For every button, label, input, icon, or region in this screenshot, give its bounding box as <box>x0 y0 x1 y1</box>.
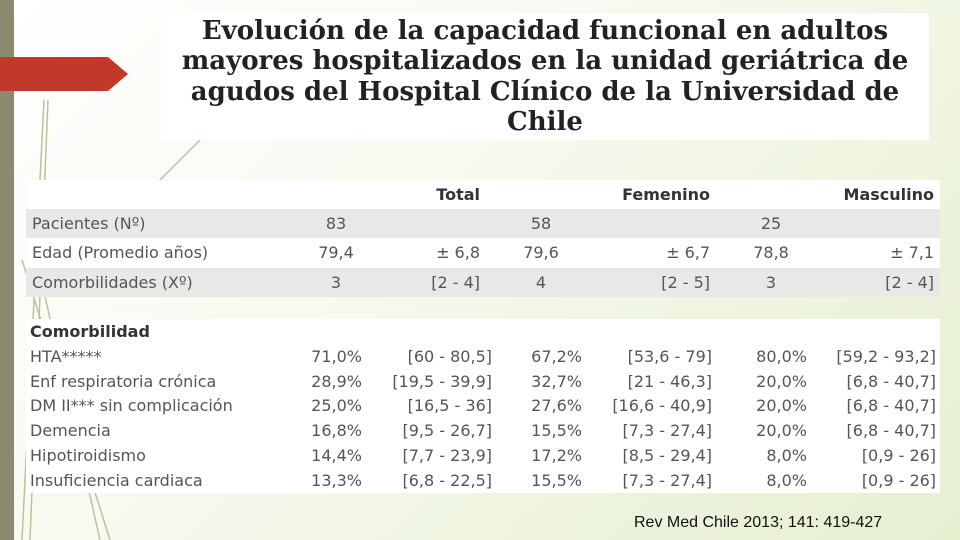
table-row: Demencia 16,8% [9,5 - 26,7] 15,5% [7,3 -… <box>26 418 940 443</box>
cell-interval: [8,5 - 29,4] <box>622 446 713 466</box>
cell-interval: [9,5 - 26,7] <box>402 421 493 441</box>
cell-interval: [0,9 - 26] <box>861 471 937 491</box>
cell-value: 79,6 <box>523 243 559 263</box>
cell-dispersion: [2 - 4] <box>885 272 935 292</box>
cell-interval: [6,8 - 40,7] <box>846 371 937 391</box>
cell-value: 4 <box>535 272 547 292</box>
row-label: Demencia <box>30 421 111 441</box>
citation: Rev Med Chile 2013; 141: 419-427 <box>634 514 883 531</box>
cell-percent: 16,8% <box>311 421 362 441</box>
header-empty <box>26 180 306 209</box>
row-label: Enf respiratoria crónica <box>30 371 217 391</box>
table-row: Comorbilidades (Xº) 3 [2 - 4] 4 [2 - 5] … <box>26 267 941 297</box>
cell-percent: 20,0% <box>756 421 807 441</box>
table-row: Insuficiencia cardiaca 13,3% [6,8 - 22,5… <box>26 468 940 493</box>
cell-value: 3 <box>765 272 777 292</box>
cell-dispersion: ± 6,8 <box>436 243 480 263</box>
summary-table: Total Femenino Masculino Pacientes (Nº) … <box>26 180 941 297</box>
cell-percent: 20,0% <box>756 371 807 391</box>
cell-interval: [0,9 - 26] <box>861 446 937 466</box>
header-masculino: Masculino <box>843 185 935 204</box>
table-row: HTA***** 71,0% [60 - 80,5] 67,2% [53,6 -… <box>26 344 940 369</box>
cell-percent: 15,5% <box>531 421 582 441</box>
row-label: DM II*** sin complicación <box>30 396 233 416</box>
cell-percent: 13,3% <box>311 471 362 491</box>
row-label: Insuficiencia cardiaca <box>30 471 203 491</box>
row-label: Pacientes (Nº) <box>32 214 146 234</box>
cell-interval: [59,2 - 93,2] <box>836 346 937 366</box>
cell-interval: [7,7 - 23,9] <box>402 446 493 466</box>
cell-value: 79,4 <box>318 243 354 263</box>
red-arrow-shape <box>0 57 128 91</box>
cell-interval: [6,8 - 40,7] <box>846 421 937 441</box>
cell-value: 58 <box>530 214 552 234</box>
cell-interval: [53,6 - 79] <box>627 346 712 366</box>
cell-interval: [7,3 - 27,4] <box>622 421 713 441</box>
cell-dispersion: [2 - 4] <box>431 272 480 292</box>
cell-interval: [7,3 - 27,4] <box>622 471 713 491</box>
cell-dispersion <box>366 209 486 238</box>
cell-interval: [6,8 - 22,5] <box>402 471 493 491</box>
cell-percent: 27,6% <box>531 396 582 416</box>
cell-dispersion <box>826 209 940 238</box>
row-label: Edad (Promedio años) <box>32 243 209 263</box>
table-row: DM II*** sin complicación 25,0% [16,5 - … <box>26 394 940 419</box>
table-row: Pacientes (Nº) 83 58 25 <box>26 209 941 239</box>
cell-percent: 80,0% <box>756 346 807 366</box>
cell-percent: 67,2% <box>531 346 582 366</box>
table-row: Hipotiroidismo 14,4% [7,7 - 23,9] 17,2% … <box>26 443 940 468</box>
cell-dispersion: ± 6,7 <box>666 243 711 263</box>
section-header-row: Comorbilidad <box>26 319 940 344</box>
cell-dispersion: [2 - 5] <box>661 272 711 292</box>
left-sidebar-bar <box>0 0 14 540</box>
cell-interval: [6,8 - 40,7] <box>846 396 937 416</box>
cell-value: 78,8 <box>753 243 789 263</box>
row-label: HTA***** <box>30 346 102 366</box>
cell-percent: 8,0% <box>766 471 807 491</box>
comorbidity-table: Comorbilidad HTA***** 71,0% [60 - 80,5] … <box>26 319 941 493</box>
cell-percent: 71,0% <box>311 346 362 366</box>
slide-title: Evolución de la capacidad funcional en a… <box>181 15 909 138</box>
cell-percent: 17,2% <box>531 446 582 466</box>
row-label: Hipotiroidismo <box>30 446 146 466</box>
cell-percent: 8,0% <box>766 446 807 466</box>
section-title: Comorbilidad <box>30 321 150 341</box>
cell-interval: [16,5 - 36] <box>407 396 492 416</box>
cell-value: 83 <box>325 214 347 234</box>
cell-interval: [60 - 80,5] <box>407 346 492 366</box>
title-panel: Evolución de la capacidad funcional en a… <box>161 13 929 140</box>
cell-percent: 20,0% <box>756 396 807 416</box>
cell-value: 3 <box>330 272 342 292</box>
cell-percent: 25,0% <box>311 396 362 416</box>
cell-interval: [16,6 - 40,9] <box>612 396 712 416</box>
header-total: Total <box>436 185 480 204</box>
header-femenino: Femenino <box>622 185 711 204</box>
cell-dispersion <box>596 209 716 238</box>
cell-percent: 15,5% <box>531 471 582 491</box>
table-row: Edad (Promedio años) 79,4 ± 6,8 79,6 ± 6… <box>26 238 941 268</box>
cell-percent: 14,4% <box>311 446 362 466</box>
cell-value: 25 <box>760 214 782 234</box>
table-row: Enf respiratoria crónica 28,9% [19,5 - 3… <box>26 369 940 394</box>
cell-percent: 28,9% <box>311 371 362 391</box>
cell-percent: 32,7% <box>531 371 582 391</box>
row-label: Comorbilidades (Xº) <box>32 272 193 292</box>
cell-interval: [19,5 - 39,9] <box>392 371 492 391</box>
cell-interval: [21 - 46,3] <box>627 371 712 391</box>
summary-header-row: Total Femenino Masculino <box>26 180 941 209</box>
cell-dispersion: ± 7,1 <box>890 243 935 263</box>
